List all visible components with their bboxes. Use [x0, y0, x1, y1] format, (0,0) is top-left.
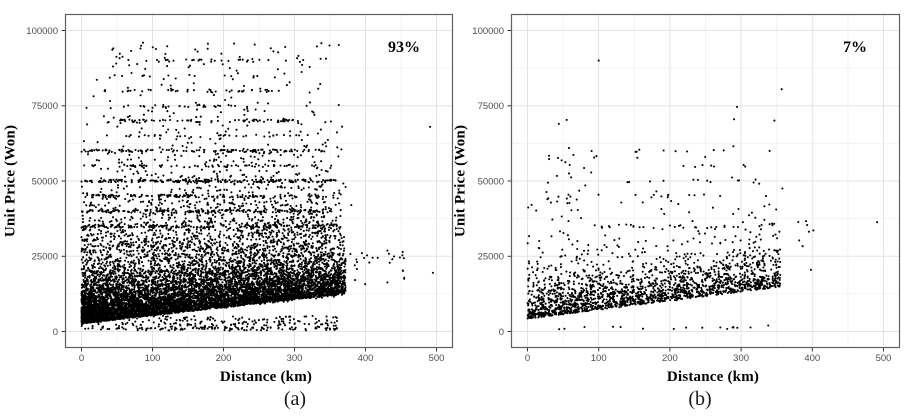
- panel-a: 0 100 200 300 400 500 0 25000 50000 75000 100000 9…: [26, 13, 454, 364]
- y-tick-label: 50000: [478, 176, 504, 187]
- caption-a: (a): [283, 388, 307, 410]
- y-tick-label: 0: [53, 327, 58, 338]
- x-tick-label: 0: [79, 353, 84, 364]
- scatter-points: [80, 41, 434, 332]
- y-tick-label: 100000: [26, 26, 58, 37]
- scatter-plot-a-svg: 0 100 200 300 400 500 0 25000 50000 75000 100000: [26, 13, 454, 364]
- x-tick-label: 0: [525, 353, 530, 364]
- x-tick-label: 400: [804, 353, 820, 364]
- x-tick-label: 200: [216, 353, 232, 364]
- y-axis-title-b: Unit Price (Won): [452, 124, 469, 238]
- x-tick-label: 500: [876, 353, 892, 364]
- scatter-plot-b-svg: 0 100 200 300 400 500 0 25000 50000 75000 100000: [472, 13, 901, 364]
- x-tick-label: 500: [429, 353, 445, 364]
- x-tick-label: 100: [591, 353, 607, 364]
- x-tick-label: 200: [662, 353, 678, 364]
- scatter-points: [526, 59, 879, 331]
- caption-b: (b): [688, 388, 712, 410]
- x-tick-label: 400: [358, 353, 374, 364]
- x-axis-title-a: Distance (km): [219, 369, 313, 385]
- x-axis-title-b: Distance (km): [666, 369, 760, 385]
- y-tick-label: 50000: [32, 176, 58, 187]
- y-axis-title-a: Unit Price (Won): [2, 124, 19, 238]
- panel-b: 0 100 200 300 400 500 0 25000 50000 75000 100000 7…: [472, 13, 901, 364]
- x-tick-label: 300: [287, 353, 303, 364]
- annotation-percent-a: 93%: [388, 39, 420, 56]
- x-tick-label: 100: [145, 353, 161, 364]
- y-tick-label: 75000: [32, 101, 58, 112]
- y-tick-label: 75000: [478, 101, 504, 112]
- y-tick-label: 0: [499, 327, 504, 338]
- x-tick-label: 300: [733, 353, 749, 364]
- panel-border: [64, 13, 454, 349]
- annotation-percent-b: 7%: [843, 39, 867, 56]
- y-tick-label: 25000: [478, 252, 504, 263]
- panel-border: [510, 13, 901, 349]
- y-tick-label: 25000: [32, 252, 58, 263]
- y-tick-label: 100000: [472, 26, 504, 37]
